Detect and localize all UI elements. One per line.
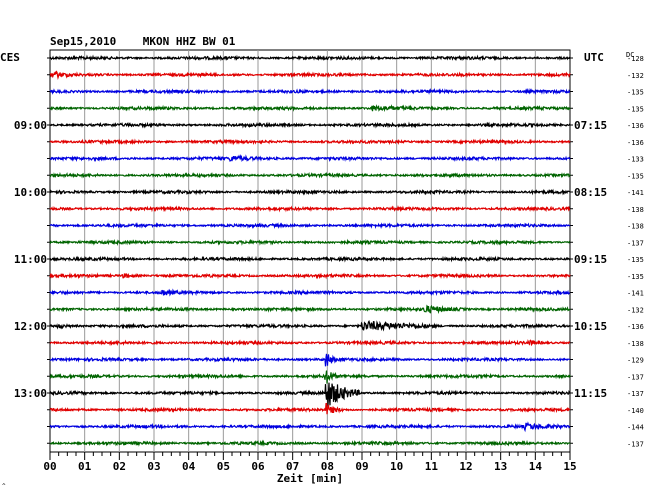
seismic-trace	[49, 171, 571, 179]
seismic-trace	[49, 339, 571, 347]
dc-offset-label: -138	[627, 223, 644, 231]
seismic-trace	[49, 70, 571, 80]
x-tick-label: 10	[390, 460, 403, 473]
chart-title: Sep15,2010 MKON HHZ BW 01	[50, 35, 236, 48]
x-tick-label: 01	[78, 460, 92, 473]
seismic-trace	[49, 272, 571, 280]
dc-header-label: DC	[626, 51, 634, 59]
seismic-trace	[49, 121, 571, 129]
x-tick-label: 03	[147, 460, 160, 473]
dc-offset-label: -135	[627, 105, 644, 113]
x-tick-label: 15	[563, 460, 576, 473]
seismic-trace	[49, 104, 571, 113]
dc-offset-label: -129	[627, 357, 644, 365]
right-time-label: 08:15	[574, 186, 607, 199]
x-tick-label: 06	[251, 460, 265, 473]
seismic-trace	[49, 353, 571, 367]
right-time-label: 09:15	[574, 253, 607, 266]
seismic-trace	[49, 288, 571, 297]
left-timezone-label: CES	[0, 51, 20, 64]
left-time-label: 13:00	[14, 387, 47, 400]
seismic-trace	[49, 138, 571, 146]
dc-offset-label: -138	[627, 206, 644, 214]
dc-offset-label: -137	[627, 390, 644, 398]
left-time-label: 10:00	[14, 186, 47, 199]
seismic-trace	[49, 439, 571, 447]
dc-offset-label: -136	[627, 122, 644, 130]
right-time-label: 10:15	[574, 320, 607, 333]
labels-layer: Sep15,2010 MKON HHZ BW 01 CES UTC DC Zei…	[0, 35, 644, 490]
corner-mark: ^	[2, 483, 6, 490]
traces-layer	[49, 54, 571, 447]
seismic-trace	[49, 205, 571, 213]
x-tick-label: 13	[494, 460, 507, 473]
seismic-trace	[49, 222, 571, 230]
seismic-trace	[49, 255, 571, 263]
dc-offset-label: -132	[627, 306, 644, 314]
seismic-trace	[49, 54, 571, 62]
seismic-trace	[49, 304, 571, 314]
x-tick-label: 14	[529, 460, 543, 473]
dc-offset-label: -135	[627, 273, 644, 281]
left-time-label: 09:00	[14, 119, 47, 132]
x-tick-label: 00	[43, 460, 56, 473]
left-time-label: 11:00	[14, 253, 47, 266]
dc-offset-label: -135	[627, 256, 644, 264]
dc-offset-label: -136	[627, 323, 644, 331]
x-tick-label: 09	[355, 460, 368, 473]
x-tick-label: 07	[286, 460, 299, 473]
dc-offset-label: -128	[627, 55, 644, 63]
seismic-trace	[49, 87, 571, 95]
right-time-label: 11:15	[574, 387, 607, 400]
x-tick-label: 02	[113, 460, 126, 473]
right-timezone-label: UTC	[584, 51, 604, 64]
left-time-label: 12:00	[14, 320, 47, 333]
dc-offset-label: -141	[627, 189, 644, 197]
x-axis-label: Zeit [min]	[277, 472, 343, 485]
grid-layer	[47, 49, 573, 460]
dc-offset-label: -141	[627, 290, 644, 298]
right-time-label: 07:15	[574, 119, 607, 132]
dc-offset-label: -140	[627, 407, 644, 415]
seismic-trace	[49, 421, 571, 433]
seismic-trace	[49, 154, 571, 163]
seismic-trace	[49, 238, 571, 246]
dc-offset-label: -132	[627, 72, 644, 80]
dc-offset-label: -135	[627, 172, 644, 180]
seismic-trace	[49, 382, 571, 408]
seismic-trace	[49, 402, 571, 415]
x-tick-label: 12	[459, 460, 472, 473]
x-tick-label: 04	[182, 460, 196, 473]
dc-offset-label: -138	[627, 340, 644, 348]
dc-offset-label: -137	[627, 373, 644, 381]
dc-offset-label: -144	[627, 424, 644, 432]
dc-offset-label: -137	[627, 239, 644, 247]
x-tick-label: 11	[425, 460, 439, 473]
dc-offset-label: -135	[627, 89, 644, 97]
x-tick-label: 08	[321, 460, 334, 473]
seismic-trace	[49, 320, 571, 332]
dc-offset-label: -133	[627, 156, 644, 164]
seismic-trace	[49, 188, 571, 196]
x-tick-label: 05	[217, 460, 230, 473]
dc-offset-label: -137	[627, 440, 644, 448]
seismic-trace	[49, 370, 571, 384]
dc-offset-label: -136	[627, 139, 644, 147]
